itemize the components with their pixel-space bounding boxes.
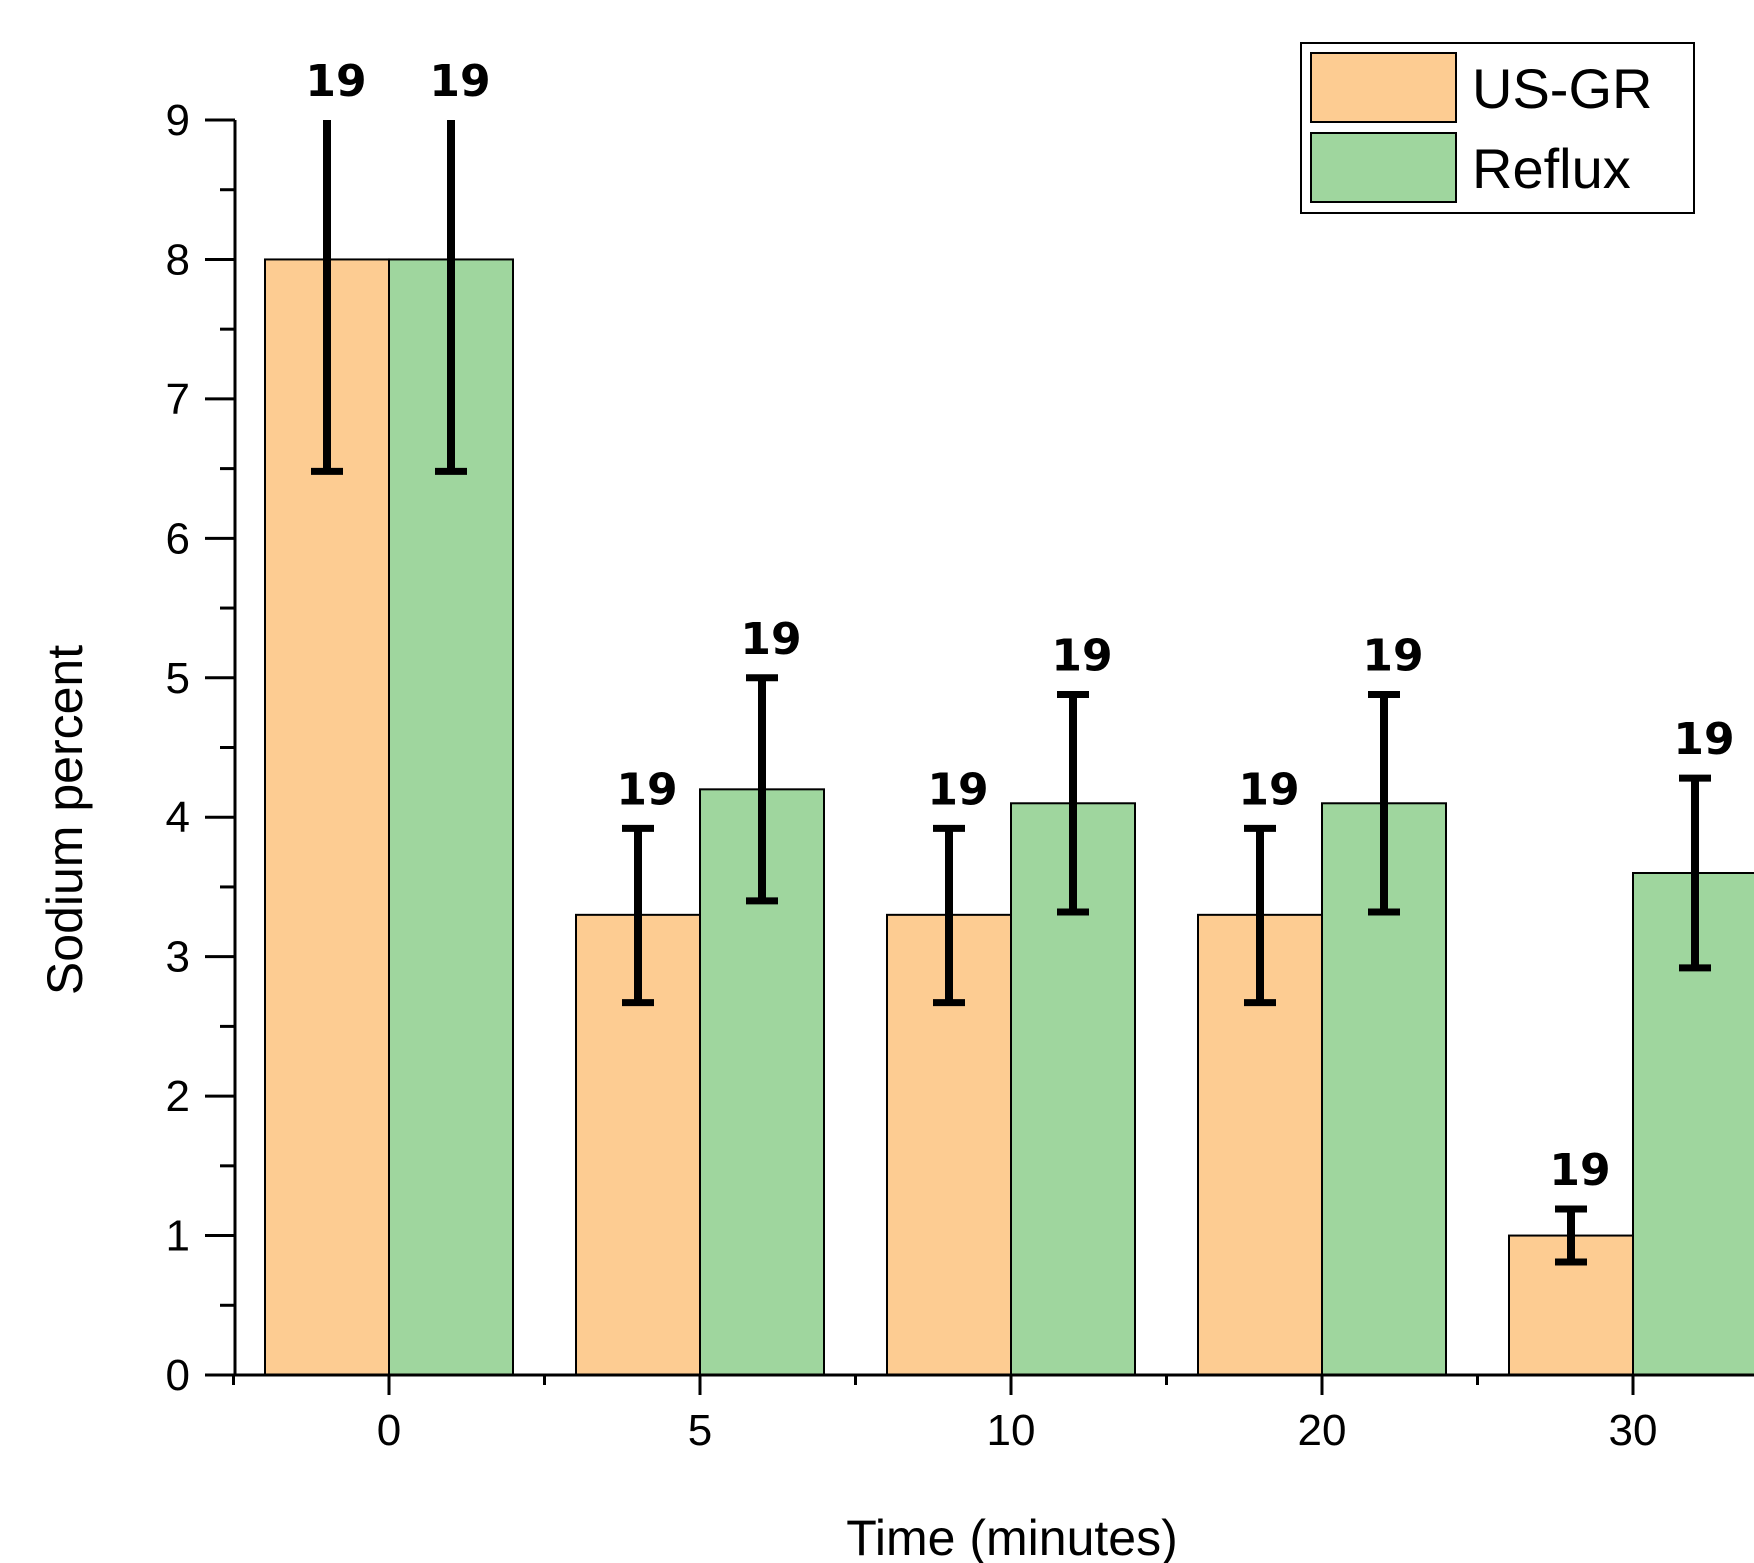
- error-bar-us-gr-30: [1555, 1205, 1587, 1266]
- legend-label-reflux: Reflux: [1472, 137, 1631, 200]
- x-tick-label-10: 10: [987, 1406, 1036, 1455]
- error-bar-us-gr-5: [622, 824, 654, 1007]
- error-bar-us-gr-20: [1244, 824, 1276, 1007]
- data-labels-layer: 19 19 19 19 19 19 19 19 19 19: [305, 56, 1734, 1196]
- y-tick-label-1: 1: [166, 1212, 190, 1261]
- y-tick-label-6: 6: [166, 514, 190, 563]
- x-tick-label-5: 5: [688, 1406, 712, 1455]
- y-tick-label-8: 8: [166, 235, 190, 284]
- y-tick-label-2: 2: [166, 1072, 190, 1121]
- x-tick-label-30: 30: [1609, 1406, 1658, 1455]
- x-tick-label-0: 0: [377, 1406, 401, 1455]
- error-bars-layer: [311, 120, 1711, 1266]
- data-label-reflux-0: 19: [429, 56, 490, 107]
- y-tick-label-9: 9: [166, 96, 190, 145]
- error-bar-reflux-20: [1368, 691, 1400, 916]
- x-axis-title: Time (minutes): [846, 1510, 1178, 1563]
- y-tick-label-0: 0: [166, 1351, 190, 1400]
- error-bar-reflux-5: [746, 674, 778, 905]
- y-tick-label-5: 5: [166, 654, 190, 703]
- y-tick-label-3: 3: [166, 933, 190, 982]
- bars-layer: [264, 258, 1754, 1376]
- y-tick-label-4: 4: [166, 793, 190, 842]
- data-label-reflux-30: 19: [1673, 714, 1734, 765]
- data-label-reflux-10: 19: [1051, 631, 1112, 682]
- legend-swatch-reflux: [1310, 132, 1457, 203]
- data-label-us-gr-0: 19: [305, 56, 366, 107]
- axes-layer: 0 1 2 3 4 5 6 7 8 9 0 5 10 20 30: [166, 96, 1754, 1455]
- y-axis-title: Sodium percent: [37, 645, 93, 995]
- data-label-us-gr-30: 19: [1549, 1145, 1610, 1196]
- x-tick-label-20: 20: [1298, 1406, 1347, 1455]
- data-label-reflux-20: 19: [1362, 631, 1423, 682]
- data-label-us-gr-20: 19: [1238, 764, 1299, 815]
- error-bar-us-gr-10: [933, 824, 965, 1007]
- error-bar-us-gr-0: [311, 120, 343, 475]
- error-bar-reflux-10: [1057, 691, 1089, 916]
- data-label-us-gr-10: 19: [927, 764, 988, 815]
- legend-label-us-gr: US-GR: [1472, 57, 1652, 120]
- error-bar-reflux-30: [1679, 774, 1711, 972]
- legend-swatch-us-gr: [1310, 52, 1457, 123]
- legend: US-GR Reflux: [1300, 42, 1695, 214]
- data-label-us-gr-5: 19: [616, 764, 677, 815]
- y-tick-label-7: 7: [166, 375, 190, 424]
- data-label-reflux-5: 19: [740, 614, 801, 665]
- error-bar-reflux-0: [435, 120, 467, 475]
